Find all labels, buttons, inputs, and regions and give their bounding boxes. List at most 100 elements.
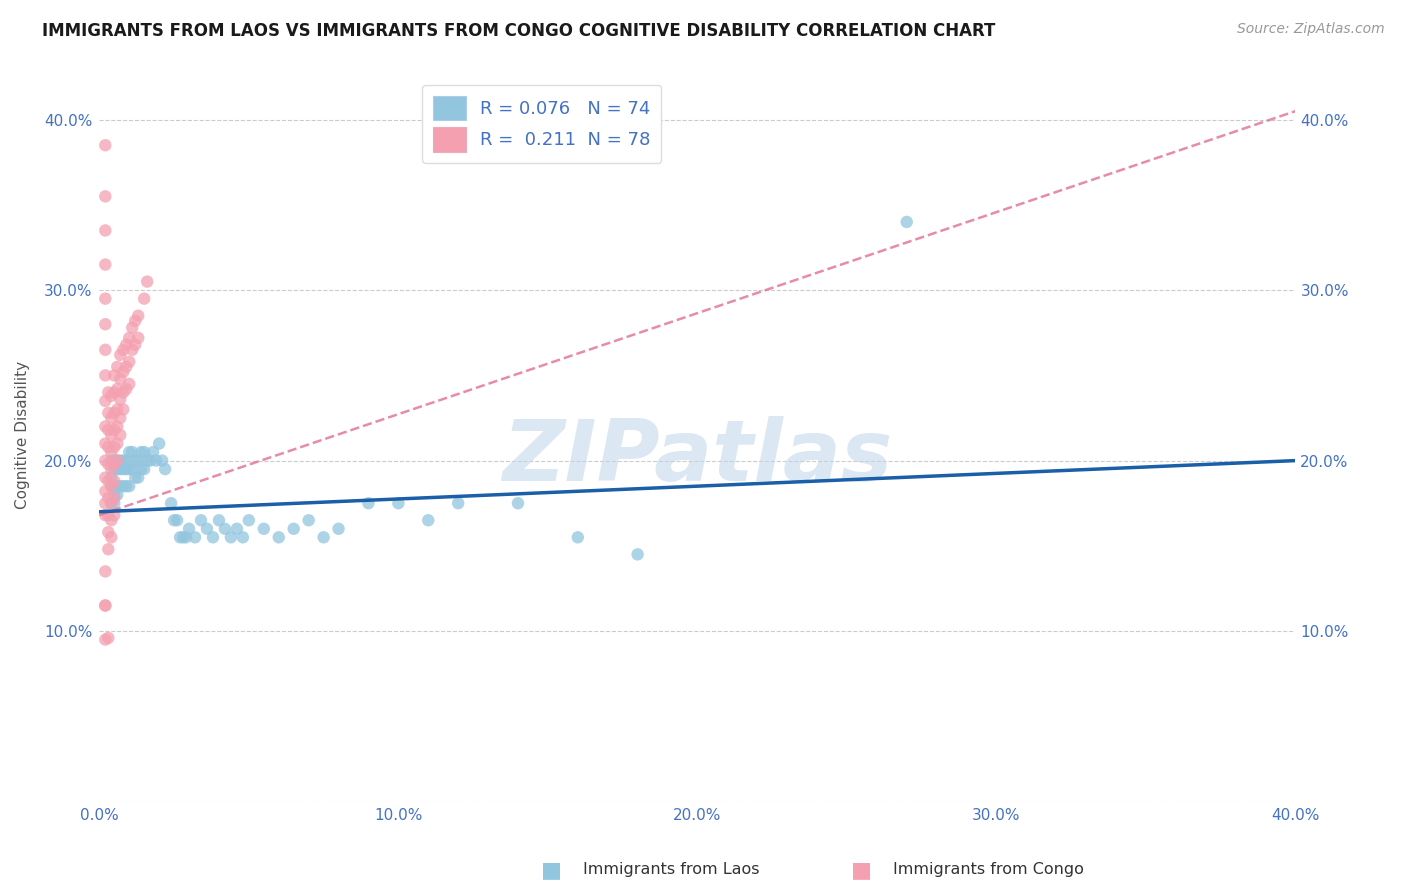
Point <box>121 343 143 357</box>
Point <box>100 479 122 493</box>
Point <box>112 462 135 476</box>
Point <box>238 513 260 527</box>
Text: ■: ■ <box>541 860 562 880</box>
Point <box>121 462 143 476</box>
Point <box>100 513 122 527</box>
Point <box>97 525 120 540</box>
Point <box>94 453 117 467</box>
Point <box>105 436 128 450</box>
Point <box>103 508 125 523</box>
Point <box>148 436 170 450</box>
Point <box>112 453 135 467</box>
Point <box>97 474 120 488</box>
Text: Immigrants from Laos: Immigrants from Laos <box>583 863 761 877</box>
Text: Immigrants from Congo: Immigrants from Congo <box>893 863 1084 877</box>
Point <box>160 496 183 510</box>
Point <box>97 406 120 420</box>
Point <box>100 428 122 442</box>
Point <box>97 508 120 523</box>
Point <box>387 496 409 510</box>
Point <box>129 445 152 459</box>
Legend: R = 0.076   N = 74, R =  0.211  N = 78: R = 0.076 N = 74, R = 0.211 N = 78 <box>422 85 661 162</box>
Point <box>94 419 117 434</box>
Point <box>94 393 117 408</box>
Point <box>94 508 117 523</box>
Point <box>110 392 132 407</box>
Point <box>103 453 125 467</box>
Point <box>177 522 200 536</box>
Point <box>136 453 159 467</box>
Point <box>163 513 186 527</box>
Point <box>190 513 212 527</box>
Point <box>214 522 236 536</box>
Point <box>110 479 132 493</box>
Point <box>208 513 231 527</box>
Point <box>115 462 138 476</box>
Point <box>94 223 117 237</box>
Point <box>103 423 125 437</box>
Point <box>283 522 305 536</box>
Point <box>97 542 120 557</box>
Point <box>298 513 321 527</box>
Point <box>115 382 138 396</box>
Point <box>94 565 117 579</box>
Point <box>110 411 132 425</box>
Point <box>253 522 276 536</box>
Point <box>506 496 529 510</box>
Point <box>142 445 165 459</box>
Point <box>94 138 117 153</box>
Point <box>127 453 149 467</box>
Point <box>201 530 224 544</box>
Point <box>121 320 143 334</box>
Point <box>97 457 120 471</box>
Point <box>139 453 162 467</box>
Point <box>105 453 128 467</box>
Point <box>127 331 149 345</box>
Point <box>127 309 149 323</box>
Point <box>103 457 125 471</box>
Point <box>112 385 135 400</box>
Point <box>896 215 918 229</box>
Point <box>105 488 128 502</box>
Point <box>94 189 117 203</box>
Point <box>169 530 191 544</box>
Point <box>94 436 117 450</box>
Point <box>150 453 173 467</box>
Point <box>110 453 132 467</box>
Point <box>105 479 128 493</box>
Point <box>94 484 117 499</box>
Point <box>100 453 122 467</box>
Point <box>94 258 117 272</box>
Text: IMMIGRANTS FROM LAOS VS IMMIGRANTS FROM CONGO COGNITIVE DISABILITY CORRELATION C: IMMIGRANTS FROM LAOS VS IMMIGRANTS FROM … <box>42 22 995 40</box>
Point <box>103 368 125 383</box>
Point <box>118 355 141 369</box>
Point <box>195 522 218 536</box>
Point <box>100 479 122 493</box>
Point <box>184 530 207 544</box>
Point <box>219 530 242 544</box>
Point <box>110 348 132 362</box>
Point <box>115 479 138 493</box>
Point <box>105 462 128 476</box>
Point <box>112 479 135 493</box>
Point <box>166 513 188 527</box>
Point <box>100 470 122 484</box>
Text: ZIPatlas: ZIPatlas <box>502 416 893 499</box>
Point <box>100 530 122 544</box>
Point <box>103 406 125 420</box>
Point <box>103 496 125 510</box>
Point <box>105 419 128 434</box>
Point <box>100 411 122 425</box>
Point <box>94 343 117 357</box>
Point <box>103 385 125 400</box>
Point <box>100 496 122 510</box>
Point <box>94 292 117 306</box>
Point <box>134 445 156 459</box>
Point <box>110 372 132 386</box>
Point <box>97 385 120 400</box>
Point <box>103 479 125 493</box>
Point <box>97 423 120 437</box>
Point <box>124 314 146 328</box>
Point <box>328 522 350 536</box>
Point <box>94 368 117 383</box>
